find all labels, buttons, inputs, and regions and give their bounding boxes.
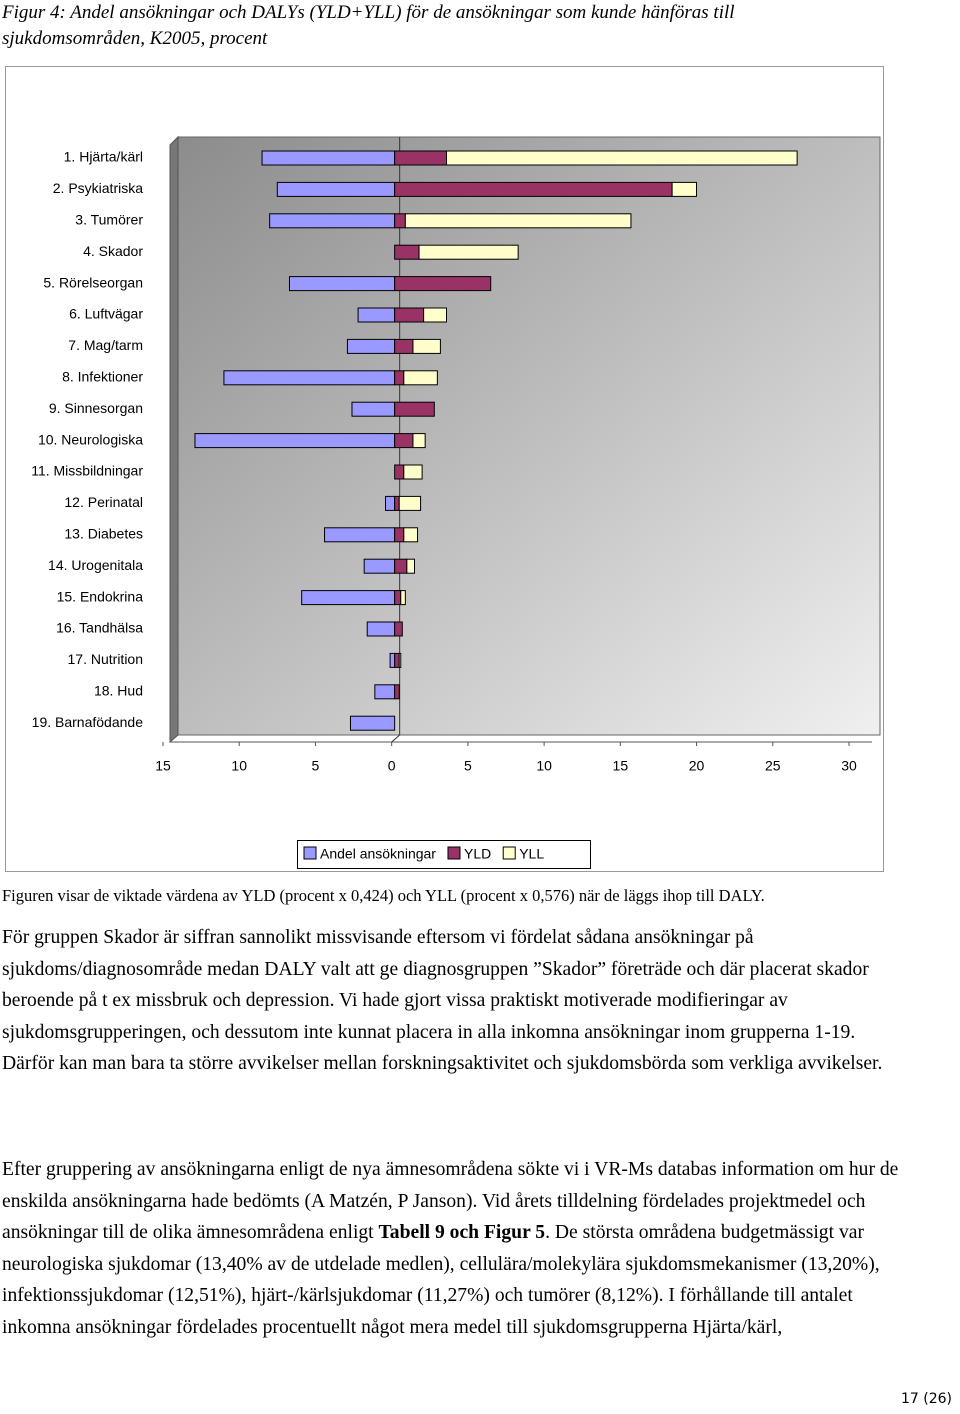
legend-label: Andel ansökningar bbox=[320, 846, 436, 862]
bar-segment bbox=[366, 621, 396, 637]
bar-segment bbox=[445, 150, 798, 166]
bar-segment bbox=[394, 213, 406, 229]
bar-segment bbox=[394, 276, 492, 292]
category-label: 4. Skador bbox=[83, 243, 143, 259]
category-label: 12. Perinatal bbox=[64, 494, 143, 510]
x-tick-label: 0 bbox=[388, 758, 396, 774]
x-tick-label: 25 bbox=[765, 758, 781, 774]
bar-segment bbox=[394, 621, 403, 637]
x-tick-label: 15 bbox=[613, 758, 629, 774]
bar-segment bbox=[394, 652, 400, 668]
bar-segment bbox=[394, 495, 400, 511]
category-label: 18. Hud bbox=[94, 683, 143, 699]
bar-segment bbox=[403, 370, 438, 386]
bar-segment bbox=[349, 715, 396, 731]
bar-segment bbox=[269, 213, 396, 229]
bar-segment bbox=[394, 433, 414, 449]
bar-segment bbox=[418, 244, 519, 260]
bar-segment bbox=[398, 652, 402, 668]
page-number: 17 (26) bbox=[900, 1391, 952, 1407]
bar-segment bbox=[357, 307, 396, 323]
x-tick-label: 20 bbox=[689, 758, 705, 774]
bar-segment bbox=[394, 181, 673, 197]
category-label: 6. Luftvägar bbox=[69, 306, 143, 322]
bar-segment bbox=[394, 150, 447, 166]
category-label: 9. Sinnesorgan bbox=[49, 400, 143, 416]
bar-segment bbox=[403, 464, 423, 480]
zero-line bbox=[391, 734, 400, 743]
bar-segment bbox=[400, 590, 406, 606]
bar-segment bbox=[394, 684, 400, 700]
x-tick-label: 10 bbox=[536, 758, 552, 774]
bar-segment bbox=[276, 181, 396, 197]
bar-segment bbox=[412, 433, 426, 449]
category-label: 7. Mag/tarm bbox=[68, 337, 143, 353]
bar-segment bbox=[301, 590, 396, 606]
bar-segment bbox=[394, 464, 405, 480]
category-label: 19. Barnafödande bbox=[32, 714, 144, 730]
figure-caption: Figuren visar de viktade värdena av YLD … bbox=[2, 886, 765, 905]
paragraph: Efter gruppering av ansökningarna enligt… bbox=[2, 1154, 907, 1343]
x-tick-label: 15 bbox=[155, 758, 171, 774]
bar-segment bbox=[394, 401, 435, 417]
paragraph: För gruppen Skador är siffran sannolikt … bbox=[2, 922, 907, 1080]
bar-segment bbox=[403, 527, 419, 543]
legend-swatch bbox=[502, 846, 516, 860]
chart: 15 10 5 0 5 10 15 20 25 30 1. Hjärta/kärl 2. Psykia… bbox=[5, 66, 884, 872]
x-tick-label: 30 bbox=[841, 758, 857, 774]
bar-segment bbox=[412, 338, 441, 354]
bar-segment bbox=[423, 307, 447, 323]
category-label: 1. Hjärta/kärl bbox=[64, 149, 143, 165]
legend-label: YLL bbox=[519, 846, 544, 862]
bar-segment bbox=[394, 527, 405, 543]
category-label: 2. Psykiatriska bbox=[53, 180, 143, 196]
x-tick-label: 5 bbox=[312, 758, 320, 774]
bar-segment bbox=[261, 150, 396, 166]
bar-segment bbox=[324, 527, 396, 543]
bar-segment bbox=[394, 370, 405, 386]
legend-swatch bbox=[447, 846, 461, 860]
text: . De största områdena budgetmässigt var … bbox=[2, 1222, 880, 1338]
x-tick-label: 10 bbox=[231, 758, 247, 774]
text: Efter gruppering av ansökningarna enligt… bbox=[2, 1159, 899, 1243]
bar-segment bbox=[363, 558, 396, 574]
bar-segment bbox=[394, 338, 414, 354]
legend bbox=[297, 840, 591, 869]
bar-segment bbox=[351, 401, 396, 417]
bar-segment bbox=[346, 338, 396, 354]
category-label: 14. Urogenitala bbox=[48, 557, 143, 573]
category-label: 13. Diabetes bbox=[64, 526, 143, 542]
category-label: 8. Infektioner bbox=[62, 369, 143, 385]
bar-segment bbox=[394, 558, 408, 574]
bar-segment bbox=[404, 213, 632, 229]
bar-segment bbox=[385, 495, 396, 511]
bar-segment bbox=[406, 558, 415, 574]
bar-segment bbox=[288, 276, 396, 292]
bar-segment bbox=[389, 652, 396, 668]
category-label: 16. Tandhälsa bbox=[56, 620, 143, 636]
x-tick-label: 5 bbox=[464, 758, 472, 774]
side-wall bbox=[169, 135, 179, 744]
bar-segment bbox=[394, 590, 402, 606]
bold-text: Tabell 9 och Figur 5 bbox=[378, 1222, 546, 1243]
legend-swatch bbox=[303, 846, 317, 860]
category-label: 5. Rörelseorgan bbox=[43, 274, 143, 290]
bar-segment bbox=[398, 495, 422, 511]
bar-segment bbox=[394, 307, 425, 323]
category-label: 11. Missbildningar bbox=[31, 463, 143, 479]
text: För gruppen Skador är siffran sannolikt … bbox=[2, 927, 883, 1074]
bar-segment bbox=[374, 684, 396, 700]
bar-segment bbox=[194, 433, 396, 449]
bar-segment bbox=[671, 181, 698, 197]
figure-title: Figur 4: Andel ansökningar och DALYs (YL… bbox=[2, 2, 735, 49]
legend-label: YLD bbox=[464, 846, 491, 862]
category-label: 3. Tumörer bbox=[75, 212, 143, 228]
category-label: 17. Nutrition bbox=[68, 651, 143, 667]
bar-segment bbox=[394, 244, 420, 260]
category-label: 15. Endokrina bbox=[57, 588, 144, 604]
bar-segment bbox=[223, 370, 396, 386]
category-label: 10. Neurologiska bbox=[38, 431, 143, 447]
